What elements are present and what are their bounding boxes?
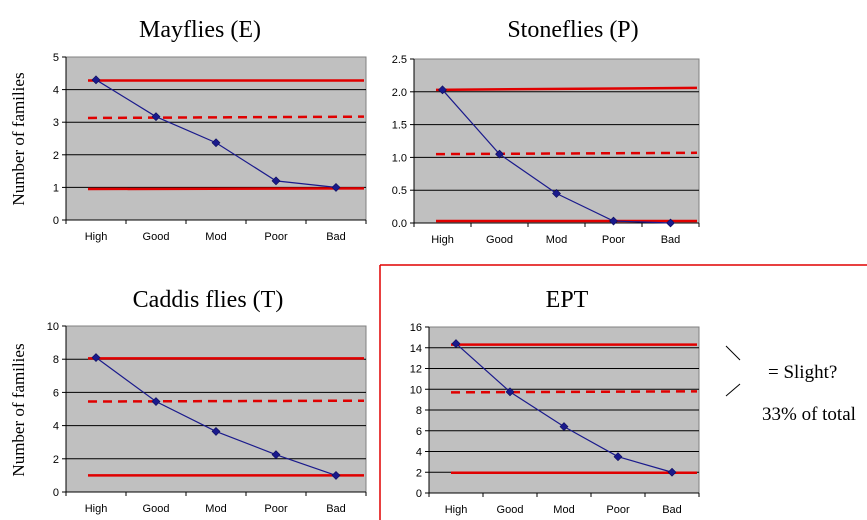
data-point	[271, 176, 281, 186]
x-tick-label: Bad	[326, 231, 346, 243]
chart-2: 0.0 0.5 1.0 1.5 2.0 2.5 High Good Mod Poor Bad Ston…	[392, 17, 700, 246]
y-tick-label: 0	[53, 215, 59, 227]
data-point	[211, 426, 221, 436]
y-tick-label: 0.5	[392, 185, 407, 197]
note-total: 33% of total	[762, 404, 856, 425]
y-tick-label: 4	[53, 421, 59, 433]
data-point	[451, 339, 461, 349]
data-point	[211, 138, 221, 148]
y-axis-label: Number of families	[9, 72, 28, 205]
y-tick-label: 4	[416, 447, 422, 459]
plot-area	[65, 325, 367, 493]
y-axis-label: Number of families	[9, 343, 28, 476]
data-point	[151, 112, 161, 122]
y-tick-label: 1	[53, 182, 59, 194]
chart-1: 0 1 2 3 4 5 High Good Mod Poor Bad Mayflies (E) Numb…	[9, 17, 367, 243]
reference-line-dashed	[435, 151, 698, 156]
data-point	[91, 75, 101, 85]
data-point	[667, 467, 677, 477]
note-bracket-lower	[725, 383, 741, 397]
y-tick-label: 1.5	[392, 120, 407, 132]
x-tick-label: Poor	[264, 231, 288, 243]
y-tick-label: 3	[53, 117, 59, 129]
data-point	[151, 397, 161, 406]
y-tick-label: 0	[416, 488, 422, 500]
data-point	[505, 387, 515, 397]
data-point	[495, 149, 504, 159]
data-point	[613, 452, 623, 462]
plot-area	[413, 58, 700, 224]
y-tick-label: 2.0	[392, 87, 407, 99]
x-tick-label: Good	[143, 231, 170, 243]
data-point	[331, 470, 341, 480]
y-tick-label: 2.5	[392, 54, 407, 66]
reference-line-dashed	[87, 399, 365, 403]
y-tick-label: 12	[410, 364, 422, 376]
data-point	[331, 182, 341, 192]
x-tick-label: Mod	[205, 503, 226, 515]
x-tick-label: High	[85, 503, 108, 515]
y-tick-label: 0.0	[392, 218, 407, 230]
reference-line-dashed	[87, 115, 365, 120]
y-tick-label: 4	[53, 85, 59, 97]
x-tick-label: Good	[143, 503, 170, 515]
x-tick-label: Bad	[326, 503, 346, 515]
x-tick-label: High	[85, 231, 108, 243]
y-tick-label: 14	[410, 343, 422, 355]
y-tick-label: 10	[47, 321, 59, 333]
x-tick-label: Poor	[606, 504, 630, 516]
y-tick-label: 2	[53, 454, 59, 466]
data-point	[438, 85, 447, 95]
chart-title: EPT	[546, 287, 589, 313]
x-tick-label: Good	[486, 234, 513, 246]
y-tick-label: 1.0	[392, 152, 407, 164]
y-tick-label: 8	[416, 405, 422, 417]
x-tick-label: High	[431, 234, 454, 246]
reference-line-dashed	[450, 390, 698, 394]
x-tick-label: Poor	[264, 503, 288, 515]
chart-title: Mayflies (E)	[139, 17, 261, 43]
x-tick-label: High	[445, 504, 468, 516]
x-tick-label: Bad	[661, 234, 681, 246]
x-tick-label: Mod	[205, 231, 226, 243]
chart-title: Stoneflies (P)	[507, 17, 638, 43]
data-point	[609, 216, 618, 226]
y-tick-label: 10	[410, 384, 422, 396]
note-bracket-upper	[725, 345, 741, 361]
note-slight: = Slight?	[768, 362, 837, 383]
y-tick-label: 5	[53, 52, 59, 64]
x-tick-label: Mod	[553, 504, 574, 516]
reference-line	[87, 187, 365, 191]
y-tick-label: 6	[53, 387, 59, 399]
x-tick-label: Mod	[546, 234, 567, 246]
data-point	[552, 189, 561, 198]
reference-line	[435, 86, 698, 92]
y-tick-label: 2	[53, 150, 59, 162]
data-point	[666, 218, 675, 228]
y-tick-label: 16	[410, 322, 422, 334]
chart-4: 0 2 4 6 8 10 12 14 16 High Good Mod Poor Bad EPT	[410, 287, 700, 516]
x-tick-label: Bad	[662, 504, 682, 516]
y-tick-label: 6	[416, 426, 422, 438]
data-point	[271, 450, 281, 460]
x-tick-label: Poor	[602, 234, 626, 246]
x-tick-label: Good	[497, 504, 524, 516]
data-point	[91, 353, 101, 362]
chart-3: 0 2 4 6 8 10 High Good Mod Poor Bad Caddis flies (T…	[9, 287, 367, 515]
y-tick-label: 8	[53, 354, 59, 366]
y-tick-label: 2	[416, 467, 422, 479]
data-point	[559, 422, 569, 432]
chart-title: Caddis flies (T)	[133, 287, 284, 313]
y-tick-label: 0	[53, 487, 59, 499]
